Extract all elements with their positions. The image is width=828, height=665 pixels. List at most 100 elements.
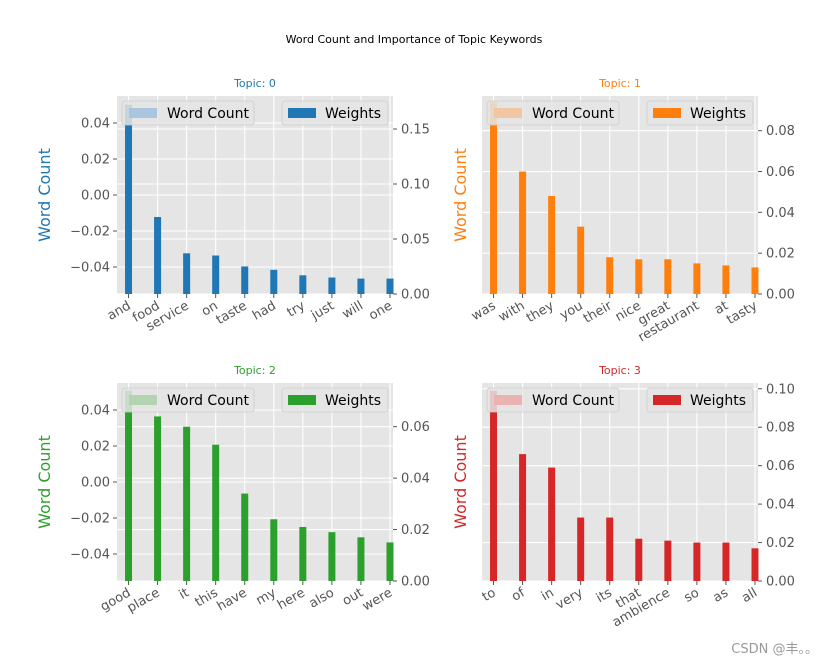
weight-bar xyxy=(299,275,307,294)
x-tick-label: as xyxy=(711,585,731,605)
right-tick-label: 0.00 xyxy=(766,288,795,303)
weight-bar xyxy=(357,278,365,294)
legend-weights: Weights xyxy=(281,100,389,126)
legend-label-weights: Weights xyxy=(325,106,381,122)
y-axis-label: Word Count xyxy=(35,148,54,242)
x-tick-label: have xyxy=(215,585,250,614)
left-tick-label: 0.00 xyxy=(81,476,110,491)
weight-bar xyxy=(183,426,191,581)
legend-swatch-word-count xyxy=(494,108,522,118)
weight-bar xyxy=(241,493,249,581)
x-tick-label: to xyxy=(480,585,499,605)
weight-bar xyxy=(154,217,162,294)
weight-bar xyxy=(519,454,527,581)
left-tick-label: −0.04 xyxy=(70,548,110,563)
weight-bar xyxy=(490,102,498,294)
weight-bar xyxy=(635,538,643,581)
subplot-title: Topic: 2 xyxy=(233,364,276,377)
weight-bar xyxy=(635,259,643,294)
x-tick-label: very xyxy=(553,585,586,613)
weight-bar xyxy=(519,171,527,294)
x-tick-label: at xyxy=(712,298,731,318)
legend-box xyxy=(486,100,620,126)
right-tick-label: 0.15 xyxy=(401,123,430,138)
legend-box xyxy=(646,100,754,126)
weight-bar xyxy=(722,542,730,581)
legend-label-weights: Weights xyxy=(690,393,746,409)
x-tick-label: its xyxy=(594,585,615,606)
x-tick-label: their xyxy=(581,298,615,326)
weight-bar xyxy=(606,517,614,581)
legend-box xyxy=(486,387,620,413)
y-axis-label: Word Count xyxy=(35,435,54,529)
legend-swatch-weights xyxy=(653,108,681,118)
legend-weights: Weights xyxy=(281,387,389,413)
weight-bar xyxy=(386,542,394,581)
x-tick-label: here xyxy=(275,585,308,613)
x-tick-label: had xyxy=(250,298,279,323)
weight-bar xyxy=(241,266,249,294)
legend-swatch-weights xyxy=(288,108,316,118)
weight-bar xyxy=(751,548,759,581)
legend-word-count: Word Count xyxy=(486,387,620,413)
right-tick-label: 0.04 xyxy=(401,472,430,487)
x-tick-label: one xyxy=(367,298,395,323)
legend-word-count: Word Count xyxy=(121,100,255,126)
weight-bar xyxy=(693,542,701,581)
legend-swatch-word-count xyxy=(129,395,157,405)
x-tick-label: was xyxy=(469,298,499,324)
right-tick-label: 0.05 xyxy=(401,233,430,248)
legend-label-weights: Weights xyxy=(325,393,381,409)
watermark: CSDN @丰。。 xyxy=(731,642,818,657)
x-tick-label: of xyxy=(509,585,528,604)
right-tick-label: 0.04 xyxy=(766,498,795,513)
legend-swatch-weights xyxy=(288,395,316,405)
right-tick-label: 0.06 xyxy=(766,165,795,180)
legend-weights: Weights xyxy=(646,387,754,413)
right-tick-label: 0.00 xyxy=(766,575,795,590)
weight-bar xyxy=(664,540,672,581)
x-tick-label: also xyxy=(307,585,337,611)
x-tick-label: place xyxy=(125,585,163,615)
legend-box xyxy=(121,387,255,413)
weight-bar xyxy=(125,390,133,581)
legend-swatch-weights xyxy=(653,395,681,405)
weight-bar xyxy=(693,263,701,294)
right-tick-label: 0.08 xyxy=(766,124,795,139)
x-tick-label: they xyxy=(524,298,557,326)
right-tick-label: 0.02 xyxy=(766,536,795,551)
weight-bar xyxy=(212,255,220,294)
legend-label-word-count: Word Count xyxy=(167,106,250,122)
right-tick-label: 0.02 xyxy=(401,523,430,538)
left-tick-label: 0.02 xyxy=(81,153,110,168)
x-tick-label: and xyxy=(105,298,134,323)
x-tick-label: just xyxy=(308,298,337,323)
x-tick-label: my xyxy=(254,585,279,608)
right-tick-label: 0.10 xyxy=(766,382,795,397)
right-tick-label: 0.10 xyxy=(401,178,430,193)
weight-bar xyxy=(357,537,365,581)
subplot-title: Topic: 0 xyxy=(233,77,276,90)
weight-bar xyxy=(490,390,498,581)
right-tick-label: 0.02 xyxy=(766,247,795,262)
right-tick-label: 0.04 xyxy=(766,206,795,221)
plot-background xyxy=(482,96,758,294)
legend-swatch-word-count xyxy=(129,108,157,118)
left-tick-label: 0.04 xyxy=(81,404,110,419)
legend-box xyxy=(121,100,255,126)
weight-bar xyxy=(125,104,133,294)
y-axis-label: Word Count xyxy=(451,435,470,529)
legend-weights: Weights xyxy=(646,100,754,126)
weight-bar xyxy=(183,253,191,294)
x-tick-label: so xyxy=(682,585,702,605)
weight-bar xyxy=(548,467,556,581)
legend-swatch-word-count xyxy=(494,395,522,405)
x-tick-label: will xyxy=(340,298,366,322)
weight-bar xyxy=(299,527,307,581)
legend-word-count: Word Count xyxy=(486,100,620,126)
weight-bar xyxy=(548,196,556,294)
left-tick-label: −0.02 xyxy=(70,512,110,527)
